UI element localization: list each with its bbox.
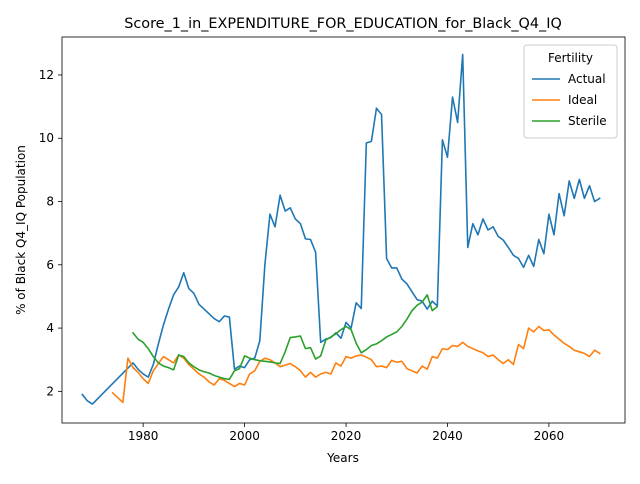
y-tick-label: 4 [46, 321, 54, 335]
x-tick-label: 2000 [229, 429, 260, 443]
plot-frame [61, 36, 626, 424]
series-line-sterile [131, 294, 439, 381]
legend-box [523, 44, 618, 139]
y-tick-label: 12 [39, 68, 54, 82]
legend-label-actual: Actual [568, 72, 606, 86]
x-tick-label: 2020 [331, 429, 362, 443]
y-tick-label: 8 [46, 195, 54, 209]
x-tick-label: 2060 [534, 429, 565, 443]
y-tick-label: 10 [39, 131, 54, 145]
x-axis-label: Years [326, 451, 359, 465]
x-tick-label: 1980 [128, 429, 159, 443]
x-tick-label: 2040 [432, 429, 463, 443]
y-tick-label: 6 [46, 258, 54, 272]
legend-label-sterile: Sterile [568, 114, 607, 128]
series-line-ideal [111, 325, 601, 404]
y-tick-label: 2 [46, 384, 54, 398]
legend: Fertility Actual Ideal Sterile [523, 44, 618, 139]
legend-label-ideal: Ideal [568, 93, 597, 107]
chart-title: Score_1_in_EXPENDITURE_FOR_EDUCATION_for… [124, 16, 562, 32]
series-line-actual [81, 53, 601, 405]
legend-title: Fertility [548, 51, 593, 65]
y-axis-label: % of Black Q4_IQ Population [14, 145, 28, 315]
